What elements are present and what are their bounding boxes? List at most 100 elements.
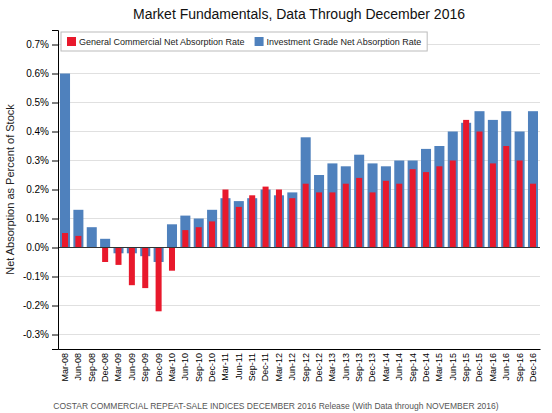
x-tick-label: Dec-13 bbox=[367, 353, 377, 382]
bar bbox=[115, 248, 121, 265]
x-tick: Sep-09 bbox=[140, 349, 150, 382]
bar-series bbox=[62, 120, 536, 311]
y-tick-mark bbox=[52, 74, 58, 75]
grid-line bbox=[58, 247, 540, 248]
bar bbox=[410, 169, 416, 247]
bar bbox=[301, 137, 311, 247]
bar bbox=[436, 166, 442, 247]
grid-line bbox=[58, 73, 540, 74]
x-tick-label: Mar-10 bbox=[167, 353, 177, 382]
x-tick-label: Sep-10 bbox=[194, 353, 204, 382]
x-tick-label: Dec-08 bbox=[100, 353, 110, 382]
y-tick: -0.3% bbox=[23, 329, 58, 340]
bar bbox=[209, 221, 215, 247]
y-tick-mark bbox=[52, 219, 58, 220]
x-tick: Dec-13 bbox=[367, 349, 377, 382]
x-tick-label: Jun-15 bbox=[448, 353, 458, 381]
title: Market Fundamentals, Data Through Decemb… bbox=[133, 6, 465, 22]
x-tick-label: Dec-10 bbox=[207, 353, 217, 382]
x-tick-label: Mar-11 bbox=[220, 353, 230, 381]
x-tick-label: Jun-11 bbox=[234, 353, 244, 380]
x-tick: Jun-16 bbox=[501, 349, 511, 381]
x-tick-label: Jun-14 bbox=[394, 353, 404, 381]
x-tick: Dec-14 bbox=[421, 349, 431, 382]
x-tick: Dec-11 bbox=[260, 349, 270, 381]
x-tick-label: Mar-12 bbox=[274, 353, 284, 382]
zero-line bbox=[58, 247, 540, 248]
legend-label: General Commercial Net Absorption Rate bbox=[79, 37, 245, 47]
x-tick: Sep-12 bbox=[301, 349, 311, 382]
x-tick-label: Jun-09 bbox=[127, 353, 137, 381]
x-tick-label: Dec-12 bbox=[314, 353, 324, 382]
y-tick-label: -0.2% bbox=[23, 300, 49, 311]
x-tick: Mar-10 bbox=[167, 349, 177, 382]
x-tick-label: Mar-08 bbox=[60, 353, 70, 382]
bar bbox=[222, 190, 228, 248]
x-tick: Jun-13 bbox=[341, 349, 351, 381]
bar bbox=[180, 216, 190, 248]
bar bbox=[354, 155, 364, 248]
bar bbox=[100, 239, 110, 248]
x-tick-label: Mar-16 bbox=[488, 353, 498, 382]
x-tick: Jun-11 bbox=[234, 349, 244, 380]
legend-box bbox=[61, 32, 427, 51]
x-tick: Mar-09 bbox=[113, 349, 123, 382]
bar bbox=[450, 161, 456, 248]
x-tick-label: Sep-11 bbox=[247, 353, 257, 381]
x-tick: Jun-08 bbox=[73, 349, 83, 381]
grid-line bbox=[58, 305, 540, 306]
y-axis-title: Net Absorption as Percent of Stock bbox=[4, 104, 16, 275]
x-tick-label: Jun-13 bbox=[341, 353, 351, 381]
legend: General Commercial Net Absorption RateIn… bbox=[61, 32, 427, 51]
y-tick-mark bbox=[52, 335, 58, 336]
x-tick-label: Sep-08 bbox=[87, 353, 97, 382]
legend-swatch bbox=[67, 37, 76, 46]
y-tick-label: -0.1% bbox=[23, 271, 49, 282]
y-tick-label: -0.3% bbox=[23, 329, 49, 340]
x-tick-label: Jun-16 bbox=[501, 353, 511, 381]
y-tick-mark bbox=[52, 277, 58, 278]
y-tick-mark bbox=[52, 45, 58, 46]
y-tick-mark bbox=[52, 306, 58, 307]
x-tick: Dec-15 bbox=[474, 349, 484, 382]
y-tick: -0.2% bbox=[23, 300, 58, 311]
x-tick: Dec-10 bbox=[207, 349, 217, 382]
x-tick-label: Sep-12 bbox=[301, 353, 311, 382]
x-tick: Mar-14 bbox=[381, 349, 391, 382]
bar bbox=[62, 233, 68, 248]
bar bbox=[381, 166, 391, 247]
bar bbox=[530, 184, 536, 248]
x-axis-line bbox=[59, 349, 541, 350]
bar bbox=[167, 224, 177, 247]
bar bbox=[517, 161, 523, 248]
bar bbox=[249, 195, 255, 247]
x-tick: Mar-08 bbox=[60, 349, 70, 382]
y-tick-mark bbox=[52, 190, 58, 191]
x-tick: Sep-11 bbox=[247, 349, 257, 381]
y-tick-mark bbox=[52, 248, 58, 249]
bar bbox=[474, 111, 484, 247]
grid-line bbox=[58, 334, 540, 335]
bar bbox=[356, 178, 362, 248]
x-tick-label: Mar-09 bbox=[113, 353, 123, 382]
bar bbox=[463, 120, 469, 248]
y-tick-mark bbox=[52, 103, 58, 104]
bar bbox=[303, 184, 309, 248]
x-tick-label: Jun-08 bbox=[73, 353, 83, 381]
bar bbox=[394, 161, 404, 248]
x-tick-label: Dec-09 bbox=[153, 353, 163, 382]
bar bbox=[368, 163, 378, 247]
x-tick-label: Dec-15 bbox=[474, 353, 484, 382]
bar bbox=[75, 236, 81, 248]
bar bbox=[316, 192, 322, 247]
x-tick: Sep-10 bbox=[194, 349, 204, 382]
y-tick-label: 0.2% bbox=[26, 184, 49, 195]
bar bbox=[289, 198, 295, 247]
x-tick-label: Mar-14 bbox=[381, 353, 391, 382]
x-tick: Dec-08 bbox=[100, 349, 110, 382]
y-tick-mark bbox=[52, 132, 58, 133]
bar bbox=[421, 149, 431, 248]
y-tick: -0.1% bbox=[23, 271, 58, 282]
bar bbox=[528, 111, 538, 247]
bar bbox=[142, 248, 148, 289]
